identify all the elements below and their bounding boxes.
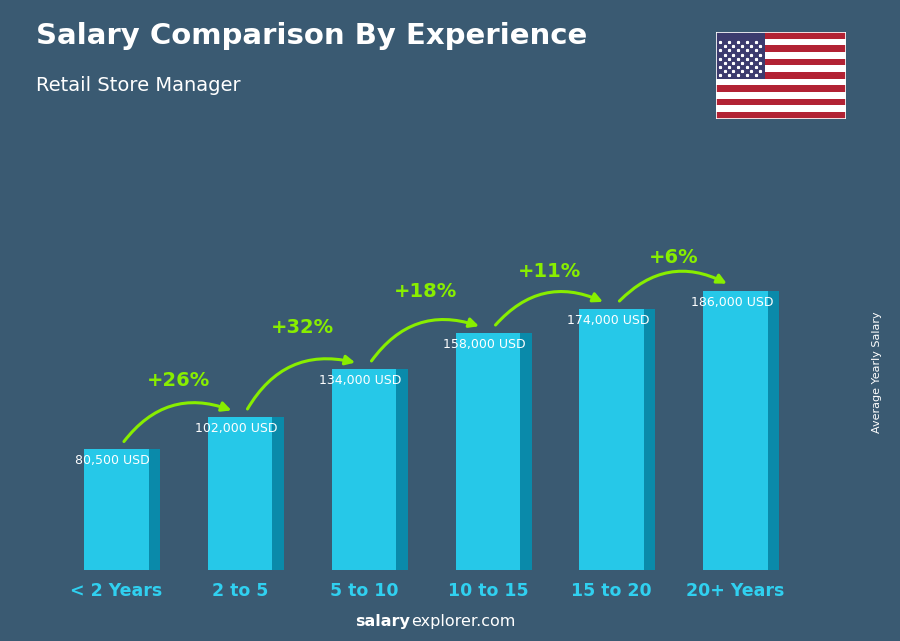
Text: salary: salary (355, 615, 410, 629)
Bar (716, 46, 846, 52)
Polygon shape (396, 369, 408, 570)
Bar (716, 52, 846, 59)
Text: 174,000 USD: 174,000 USD (567, 313, 649, 327)
Bar (716, 79, 846, 85)
Bar (716, 105, 846, 112)
Polygon shape (644, 308, 655, 570)
Bar (332, 369, 396, 570)
Text: +32%: +32% (271, 318, 334, 337)
Polygon shape (768, 290, 779, 570)
Bar (85, 449, 148, 570)
Bar (716, 59, 846, 65)
Text: Average Yearly Salary: Average Yearly Salary (872, 311, 883, 433)
Text: +6%: +6% (649, 248, 698, 267)
Bar (716, 65, 846, 72)
Text: +11%: +11% (518, 262, 581, 281)
Bar (716, 92, 846, 99)
Text: +18%: +18% (394, 281, 457, 301)
Polygon shape (148, 449, 160, 570)
Bar (716, 99, 846, 105)
Bar (716, 32, 846, 38)
Bar (716, 38, 846, 46)
Text: explorer.com: explorer.com (411, 615, 516, 629)
Bar (580, 308, 644, 570)
Bar (208, 417, 273, 570)
Text: 102,000 USD: 102,000 USD (195, 422, 278, 435)
Bar (716, 72, 846, 79)
Text: 186,000 USD: 186,000 USD (690, 296, 773, 308)
Bar (703, 290, 768, 570)
Text: +26%: +26% (147, 371, 210, 390)
Bar (716, 112, 846, 119)
Text: 134,000 USD: 134,000 USD (320, 374, 401, 387)
Text: 80,500 USD: 80,500 USD (76, 454, 150, 467)
Text: Salary Comparison By Experience: Salary Comparison By Experience (36, 22, 587, 51)
Text: Retail Store Manager: Retail Store Manager (36, 76, 240, 95)
Bar (455, 333, 520, 570)
Polygon shape (273, 417, 284, 570)
Polygon shape (520, 333, 532, 570)
Bar (716, 32, 765, 79)
Text: 158,000 USD: 158,000 USD (443, 338, 526, 351)
Bar (716, 85, 846, 92)
